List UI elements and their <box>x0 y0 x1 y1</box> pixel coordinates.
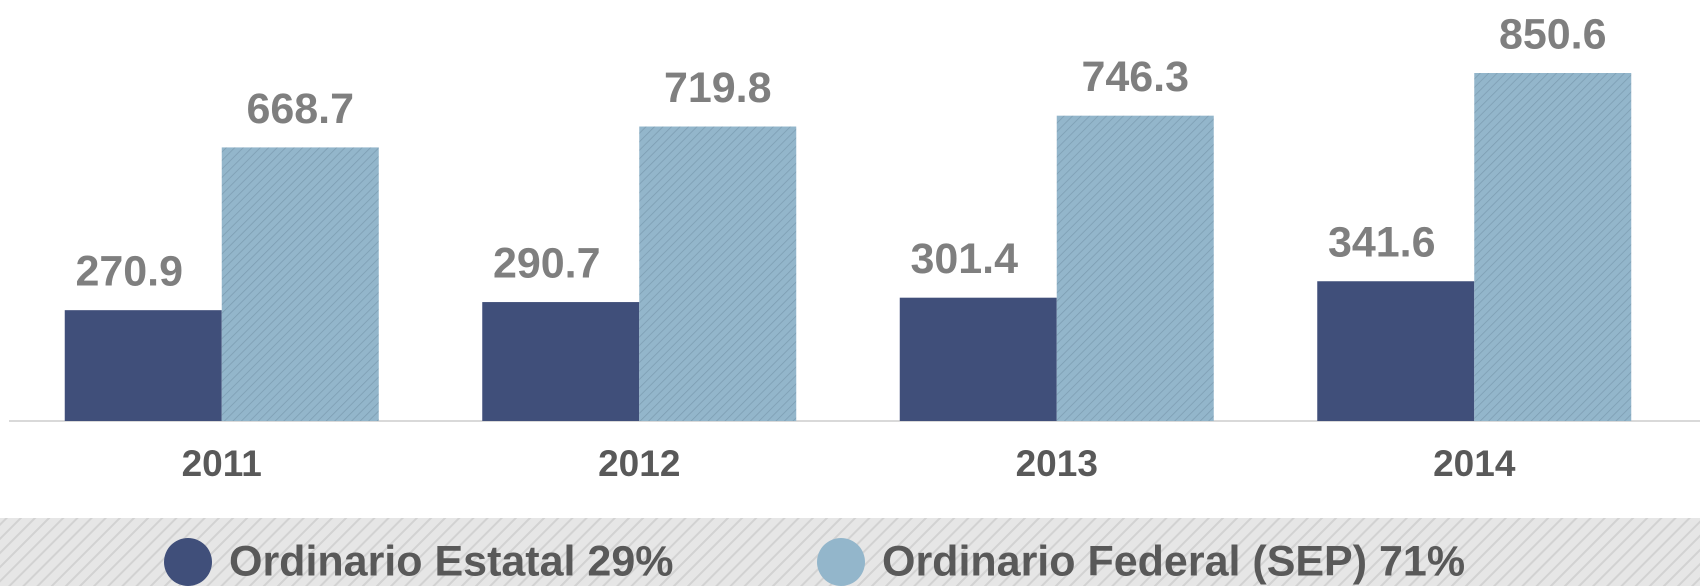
bar <box>482 302 640 421</box>
bar <box>1317 281 1475 421</box>
bar <box>1056 115 1214 422</box>
x-tick-label: 2012 <box>598 443 680 484</box>
bar <box>899 297 1057 421</box>
x-tick-label: 2014 <box>1433 443 1516 484</box>
legend-marker <box>164 538 212 586</box>
data-label: 290.7 <box>493 239 601 287</box>
data-label: 850.6 <box>1499 10 1607 58</box>
x-tick-label: 2013 <box>1016 443 1098 484</box>
bar <box>64 310 222 421</box>
data-label: 301.4 <box>910 235 1018 283</box>
legend-marker <box>817 538 865 586</box>
legend-label: Ordinario Federal (SEP) 71% <box>882 537 1465 585</box>
data-label: 341.6 <box>1328 219 1436 267</box>
data-label: 270.9 <box>75 248 183 296</box>
data-label: 668.7 <box>246 85 354 133</box>
data-label: 746.3 <box>1081 53 1189 101</box>
data-label: 719.8 <box>664 64 772 112</box>
legend-label: Ordinario Estatal 29% <box>229 537 674 585</box>
x-tick-label: 2011 <box>182 443 262 484</box>
bar <box>1474 73 1632 421</box>
bar <box>221 147 379 421</box>
bar <box>639 126 797 422</box>
